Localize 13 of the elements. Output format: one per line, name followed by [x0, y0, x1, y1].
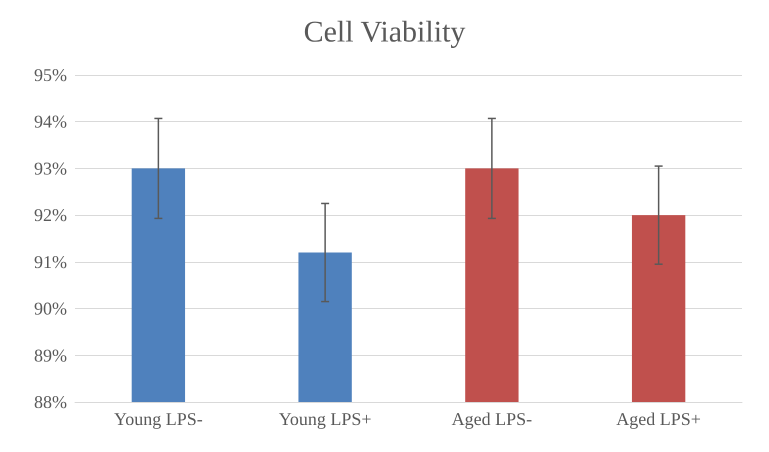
x-tick-label: Young LPS-	[114, 409, 203, 429]
y-tick-label: 94%	[34, 112, 67, 132]
y-tick-label: 93%	[34, 158, 67, 178]
x-tick-label: Aged LPS+	[616, 409, 701, 429]
x-tick-label: Young LPS+	[278, 409, 372, 429]
y-tick-label: 95%	[34, 65, 67, 85]
y-tick-label: 91%	[34, 252, 67, 272]
y-tick-label: 90%	[34, 298, 67, 319]
y-tick-label: 88%	[34, 392, 67, 412]
y-tick-label: 89%	[34, 345, 67, 366]
x-tick-label: Aged LPS-	[452, 409, 532, 429]
y-tick-label: 92%	[34, 205, 67, 226]
chart-title: Cell Viability	[304, 16, 466, 48]
